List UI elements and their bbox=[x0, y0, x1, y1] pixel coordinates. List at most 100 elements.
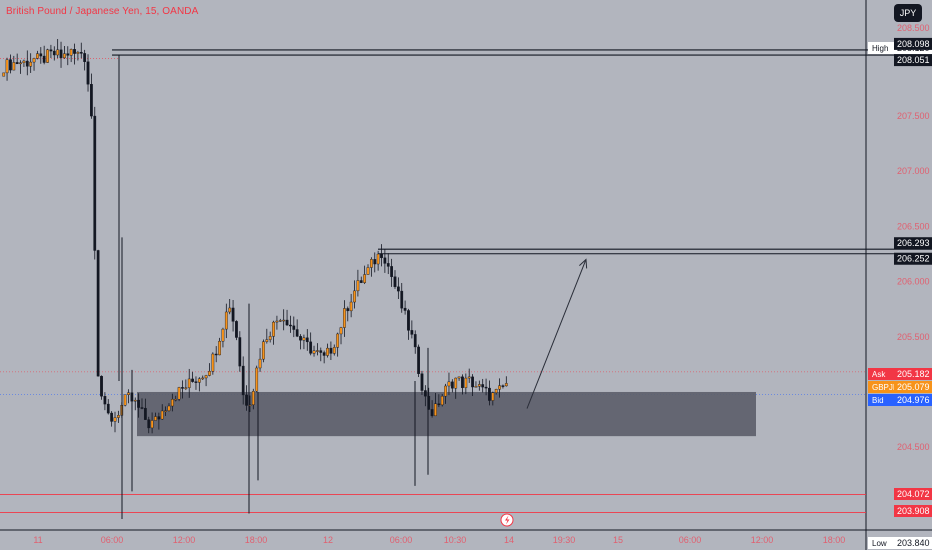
candle bbox=[204, 375, 208, 379]
candle bbox=[52, 50, 56, 56]
candle bbox=[36, 53, 39, 59]
candle bbox=[73, 49, 76, 54]
candle bbox=[285, 319, 289, 326]
candle bbox=[420, 373, 424, 391]
ask-badge-value: 205.182 bbox=[897, 369, 930, 379]
candle bbox=[214, 353, 218, 356]
candle bbox=[63, 53, 66, 59]
time-tick-label: 06:00 bbox=[679, 535, 702, 545]
time-tick-label: 19:30 bbox=[553, 535, 576, 545]
candle bbox=[494, 389, 498, 393]
candle bbox=[25, 60, 29, 67]
candle bbox=[116, 415, 120, 418]
candle bbox=[228, 307, 232, 313]
low-badge-label-bg bbox=[868, 537, 894, 549]
level-badge-bg bbox=[894, 237, 932, 250]
projection-arrow[interactable] bbox=[526, 259, 587, 409]
candle bbox=[245, 394, 248, 406]
time-tick-label: 14 bbox=[504, 535, 514, 545]
level-badge-value: 206.252 bbox=[897, 254, 930, 264]
candle bbox=[76, 52, 80, 54]
projection-arrow-head bbox=[579, 258, 588, 269]
symbol-badge-label: GBPJPY bbox=[872, 383, 904, 392]
candle bbox=[275, 320, 279, 323]
bid-badge-label-bg bbox=[868, 394, 894, 406]
support-badge-value: 203.908 bbox=[897, 506, 930, 516]
candle bbox=[177, 387, 181, 400]
candle bbox=[336, 333, 340, 348]
candle bbox=[437, 403, 441, 406]
candle bbox=[504, 383, 508, 387]
candle bbox=[440, 395, 444, 406]
price-tick-label: 207.000 bbox=[897, 166, 930, 176]
candle bbox=[316, 350, 319, 352]
candle bbox=[319, 350, 323, 353]
candle bbox=[326, 347, 329, 356]
candle bbox=[278, 320, 282, 322]
candle bbox=[461, 376, 464, 388]
candle bbox=[90, 84, 93, 117]
candle bbox=[83, 53, 87, 62]
support-badge-bg bbox=[894, 488, 932, 500]
candle bbox=[12, 62, 16, 71]
candle bbox=[258, 358, 262, 369]
candle bbox=[305, 337, 309, 343]
time-tick-label: 18:00 bbox=[245, 535, 268, 545]
demand-zone[interactable] bbox=[137, 391, 756, 437]
low-badge-bg bbox=[894, 537, 932, 549]
candle bbox=[221, 328, 225, 342]
time-tick-label: 06:00 bbox=[390, 535, 413, 545]
candle bbox=[56, 49, 60, 56]
level-badge-bg bbox=[894, 37, 932, 50]
candle bbox=[477, 384, 481, 387]
ask-badge-label: Ask bbox=[872, 370, 886, 379]
candle bbox=[332, 347, 336, 354]
candle bbox=[417, 346, 420, 374]
candle bbox=[400, 290, 404, 309]
candle bbox=[356, 280, 360, 292]
low-badge-value: 203.840 bbox=[897, 538, 930, 548]
candle bbox=[346, 308, 350, 312]
time-tick-label: 11 bbox=[33, 535, 42, 545]
candle bbox=[393, 276, 397, 288]
candle bbox=[501, 385, 505, 387]
candle bbox=[157, 416, 161, 420]
candle bbox=[430, 409, 434, 417]
candle bbox=[238, 337, 242, 367]
candle bbox=[137, 399, 141, 408]
candle bbox=[154, 416, 157, 421]
candle bbox=[150, 420, 154, 429]
candle bbox=[147, 419, 151, 429]
candle bbox=[241, 365, 245, 396]
candle bbox=[39, 53, 43, 57]
candle bbox=[312, 350, 316, 354]
price-tick-label: 206.000 bbox=[897, 277, 930, 287]
candle bbox=[390, 266, 394, 277]
time-tick-label: 15 bbox=[613, 535, 623, 545]
chart-title: British Pound / Japanese Yen, 15, OANDA bbox=[6, 6, 199, 17]
symbol-badge-bg bbox=[894, 381, 932, 393]
candle bbox=[197, 378, 201, 383]
candle bbox=[262, 341, 265, 360]
candle bbox=[160, 410, 164, 420]
price-tick-label: 208.500 bbox=[897, 23, 930, 33]
level-badge-value: 208.098 bbox=[897, 39, 930, 49]
candle bbox=[22, 60, 26, 63]
candle bbox=[329, 347, 333, 354]
candle bbox=[359, 280, 363, 283]
time-tick-label: 12:00 bbox=[751, 535, 774, 545]
candle bbox=[164, 410, 167, 412]
price-tick-label: 206.500 bbox=[897, 221, 930, 231]
ask-badge-label-bg bbox=[868, 368, 894, 380]
support-badge-bg bbox=[894, 505, 932, 517]
time-tick-label: 18:00 bbox=[823, 535, 846, 545]
candle bbox=[363, 274, 367, 283]
candle bbox=[32, 58, 36, 63]
candle bbox=[79, 52, 83, 54]
candle bbox=[231, 307, 235, 322]
level-badge-value: 208.051 bbox=[897, 55, 930, 65]
currency-button[interactable]: JPY bbox=[894, 4, 922, 22]
candle bbox=[403, 307, 407, 311]
